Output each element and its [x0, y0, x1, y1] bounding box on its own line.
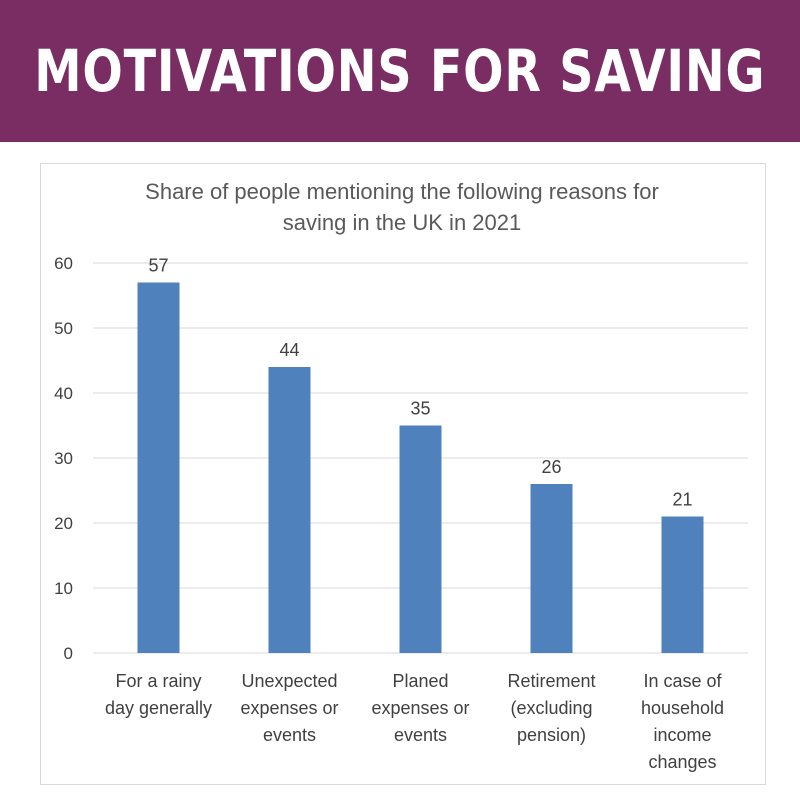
category-label: Unexpected: [241, 671, 337, 691]
category-label: expenses or: [240, 698, 338, 718]
category-label: For a rainy: [115, 671, 201, 691]
category-labels: For a rainy day generally Unexpected expens…: [105, 671, 724, 772]
bar: [268, 367, 311, 653]
bar: [137, 282, 180, 653]
category-label: In case of: [643, 671, 722, 691]
y-tick-label: 30: [54, 449, 73, 468]
category-label: (excluding: [510, 698, 592, 718]
data-label: 35: [410, 399, 430, 419]
category-label: pension): [517, 725, 586, 745]
banner-title: MOTIVATIONS FOR SAVING: [34, 37, 766, 105]
category-label: Retirement: [507, 671, 595, 691]
data-label: 44: [279, 340, 299, 360]
data-label: 26: [541, 457, 561, 477]
data-labels: 57 44 35 26 21: [148, 256, 692, 510]
title-banner: MOTIVATIONS FOR SAVING: [0, 0, 800, 142]
data-label: 57: [148, 256, 168, 276]
category-label: income: [653, 725, 711, 745]
bar: [661, 516, 704, 653]
y-tick-label: 50: [54, 319, 73, 338]
y-tick-label: 0: [64, 644, 73, 663]
y-tick-label: 20: [54, 514, 73, 533]
category-label: Planed: [392, 671, 448, 691]
y-axis-ticks: 0 10 20 30 40 50 60: [54, 254, 73, 663]
y-tick-label: 10: [54, 579, 73, 598]
y-tick-label: 40: [54, 384, 73, 403]
bar: [530, 484, 573, 653]
category-label: events: [263, 725, 316, 745]
chart-title-line: Share of people mentioning the following…: [145, 179, 659, 204]
y-tick-label: 60: [54, 254, 73, 273]
category-label: day generally: [105, 698, 212, 718]
bar: [399, 425, 442, 653]
chart-title: Share of people mentioning the following…: [145, 179, 659, 235]
category-label: events: [394, 725, 447, 745]
category-label: changes: [648, 752, 716, 772]
data-label: 21: [672, 490, 692, 510]
chart-title-line: saving in the UK in 2021: [283, 210, 522, 235]
category-label: expenses or: [371, 698, 469, 718]
bars: [137, 282, 704, 653]
category-label: household: [641, 698, 724, 718]
